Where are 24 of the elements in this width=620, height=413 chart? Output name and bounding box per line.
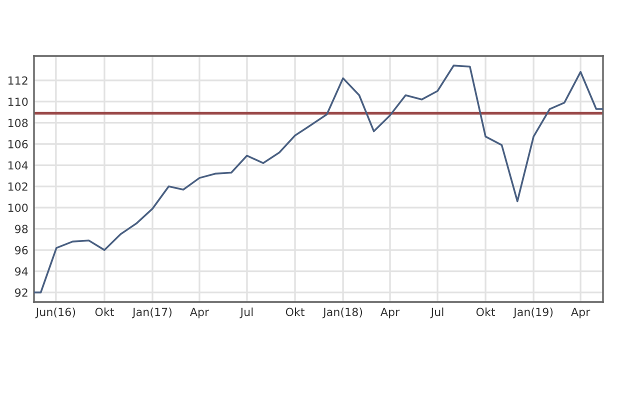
x-tick-label: Jan(17) — [132, 308, 172, 318]
y-tick-label: 102 — [8, 182, 28, 191]
x-tick-label: Jan(19) — [513, 308, 553, 318]
x-tick-label: Jan(18) — [322, 308, 362, 318]
y-tick-label: 100 — [8, 204, 28, 212]
y-tick-label: 96 — [15, 246, 28, 254]
x-tick-label: Jun(16) — [35, 308, 76, 318]
y-tick-label: 98 — [15, 224, 28, 234]
x-tick-label: Jul — [430, 308, 444, 318]
y-tick-label: 112 — [8, 76, 28, 85]
x-tick-label: Apr — [380, 308, 400, 318]
y-tick-label: 110 — [8, 98, 28, 106]
x-tick-label: Okt — [476, 308, 496, 316]
x-tick-label: Okt — [286, 308, 305, 316]
y-tick-label: 108 — [8, 118, 28, 128]
y-tick-label: 92 — [15, 288, 28, 297]
y-tick-label: 104 — [8, 161, 28, 170]
y-tick-label: 94 — [15, 267, 28, 276]
line-series — [34, 64, 603, 294]
x-tick-label: Jul — [240, 308, 253, 318]
x-tick-label: Okt — [95, 308, 114, 316]
y-tick-label: 106 — [8, 140, 28, 148]
x-tick-label: Apr — [190, 308, 210, 318]
x-tick-label: Apr — [571, 308, 590, 318]
